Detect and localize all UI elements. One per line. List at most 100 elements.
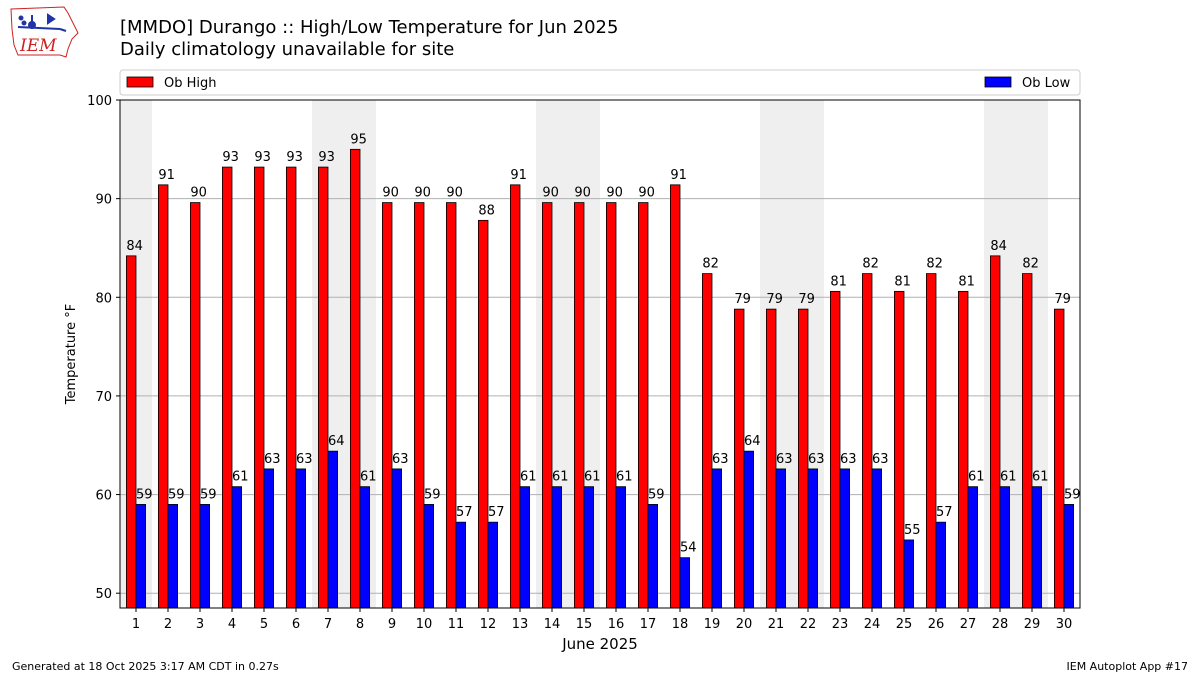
label-high-day-9: 90 [382, 186, 399, 201]
bar-high-day-14 [542, 202, 553, 609]
y-axis-label: Temperature °F [64, 304, 79, 405]
label-low-day-26: 57 [936, 505, 953, 520]
ytick-label-50: 50 [95, 587, 112, 602]
bar-low-day-2 [167, 504, 179, 609]
xtick-label-11: 11 [448, 617, 465, 632]
xtick-label-7: 7 [324, 617, 332, 632]
label-low-day-8: 61 [360, 470, 377, 485]
bar-high-day-27 [958, 290, 969, 609]
xtick-label-15: 15 [576, 617, 593, 632]
bar-high-day-8 [349, 148, 361, 609]
bar-low-day-11 [455, 521, 467, 609]
xtick-label-30: 30 [1056, 617, 1073, 632]
xtick-label-6: 6 [292, 617, 300, 632]
bar-high-day-9 [381, 202, 393, 609]
label-low-day-11: 57 [456, 505, 473, 520]
label-high-day-1: 84 [126, 239, 143, 254]
xtick-label-29: 29 [1024, 617, 1041, 632]
bar-high-day-22 [798, 308, 809, 609]
bar-high-day-18 [670, 184, 681, 609]
bar-high-day-2 [157, 184, 169, 609]
legend-box [119, 69, 1081, 96]
ytick-label-80: 80 [95, 291, 112, 306]
label-high-day-25: 81 [894, 274, 911, 289]
label-high-day-22: 79 [798, 292, 815, 307]
bar-high-day-21 [766, 308, 777, 609]
bar-high-day-29 [1022, 273, 1033, 609]
xtick-label-19: 19 [704, 617, 721, 632]
bar-high-day-23 [830, 290, 841, 609]
label-low-day-20: 64 [744, 434, 761, 449]
label-low-day-27: 61 [968, 470, 985, 485]
bar-low-day-3 [199, 504, 211, 609]
chart-title: [MMDO] Durango :: High/Low Temperature f… [120, 17, 618, 61]
xtick-label-27: 27 [960, 617, 977, 632]
legend-label-low: Ob Low [1022, 76, 1071, 91]
ytick-label-100: 100 [87, 94, 112, 109]
bar-high-day-15 [574, 202, 585, 609]
label-high-day-19: 82 [702, 257, 719, 272]
label-high-day-15: 90 [574, 186, 591, 201]
xtick-label-3: 3 [196, 617, 204, 632]
iem-logo: IEM [10, 6, 79, 58]
label-high-day-14: 90 [542, 186, 559, 201]
label-high-day-24: 82 [862, 257, 879, 272]
bar-low-day-14 [551, 486, 563, 609]
label-low-day-30: 59 [1064, 487, 1081, 502]
bar-high-day-12 [477, 219, 489, 609]
bar-low-day-26 [935, 521, 947, 609]
xtick-label-10: 10 [416, 617, 433, 632]
label-high-day-3: 90 [190, 186, 207, 201]
bar-low-day-23 [839, 468, 851, 609]
label-high-day-26: 82 [926, 257, 943, 272]
bar-high-day-25 [894, 290, 905, 609]
bar-low-day-8 [359, 486, 371, 609]
ytick-label-60: 60 [95, 489, 112, 504]
label-low-day-1: 59 [136, 487, 153, 502]
bar-low-day-25 [903, 539, 915, 609]
label-low-day-17: 59 [648, 487, 665, 502]
bar-high-day-20 [734, 308, 745, 609]
legend-label-high: Ob High [164, 76, 217, 91]
label-high-day-30: 79 [1054, 292, 1071, 307]
label-low-day-14: 61 [552, 470, 569, 485]
bar-low-day-22 [807, 468, 819, 609]
xtick-label-1: 1 [132, 617, 140, 632]
xtick-label-5: 5 [260, 617, 268, 632]
xtick-label-20: 20 [736, 617, 753, 632]
xtick-label-25: 25 [896, 617, 913, 632]
bar-high-day-24 [862, 273, 873, 609]
bar-low-day-30 [1063, 504, 1075, 609]
bar-low-day-6 [295, 468, 307, 609]
label-low-day-19: 63 [712, 452, 729, 467]
label-high-day-12: 88 [478, 203, 495, 218]
bar-low-day-13 [519, 486, 531, 609]
label-high-day-13: 91 [510, 168, 527, 183]
bar-low-day-24 [871, 468, 883, 609]
xtick-label-28: 28 [992, 617, 1009, 632]
xtick-label-4: 4 [228, 617, 236, 632]
label-high-day-8: 95 [350, 132, 367, 147]
bar-high-day-13 [509, 184, 521, 609]
bar-high-day-3 [189, 202, 201, 609]
bar-low-day-15 [583, 486, 595, 609]
label-low-day-16: 61 [616, 470, 633, 485]
x-axis-label: June 2025 [561, 635, 638, 653]
label-high-day-23: 81 [830, 274, 847, 289]
bar-low-day-20 [743, 450, 755, 609]
iowa-outline-icon [10, 6, 79, 58]
xtick-label-16: 16 [608, 617, 625, 632]
label-high-day-10: 90 [414, 186, 431, 201]
label-high-day-18: 91 [670, 168, 687, 183]
bar-low-day-28 [999, 486, 1011, 609]
bar-low-day-4 [231, 486, 243, 609]
xtick-label-17: 17 [640, 617, 657, 632]
label-low-day-7: 64 [328, 434, 345, 449]
bar-high-day-28 [990, 255, 1001, 609]
bar-high-day-7 [317, 166, 329, 609]
label-low-day-18: 54 [680, 541, 697, 556]
xtick-label-2: 2 [164, 617, 172, 632]
label-high-day-5: 93 [254, 150, 271, 165]
legend-swatch-high [126, 76, 154, 88]
logo-text: IEM [19, 36, 57, 56]
